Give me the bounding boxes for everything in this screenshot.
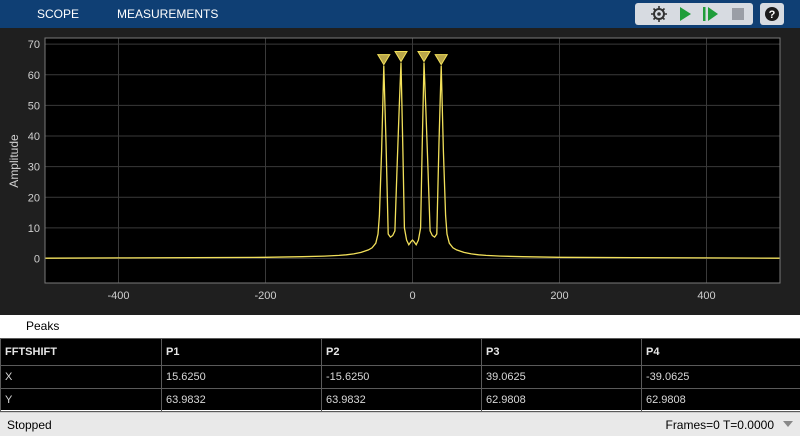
step-forward-icon — [698, 3, 722, 25]
settings-button[interactable] — [647, 3, 671, 25]
table-cell: 39.0625 — [482, 366, 642, 389]
status-text: Stopped — [7, 418, 52, 432]
table-header-row: FFTSHIFT P1 P2 P3 P4 — [1, 339, 800, 366]
run-button[interactable] — [673, 3, 697, 25]
help-button[interactable]: ? — [760, 3, 784, 25]
x-tick-label: -400 — [107, 290, 129, 302]
table-row: X 15.6250 -15.6250 39.0625 -39.0625 — [1, 366, 800, 389]
svg-text:?: ? — [769, 9, 776, 21]
peaks-panel-header: Peaks — [0, 315, 800, 338]
stop-icon — [726, 3, 750, 25]
y-tick-label: 70 — [28, 39, 40, 51]
column-header: FFTSHIFT — [1, 339, 162, 366]
x-tick-label: -200 — [254, 290, 276, 302]
settings-icon — [647, 3, 671, 25]
column-header: P2 — [322, 339, 482, 366]
table-row: Y 63.9832 63.9832 62.9808 62.9808 — [1, 389, 800, 412]
table-cell: 63.9832 — [162, 389, 322, 412]
y-axis-label: Amplitude — [7, 134, 21, 188]
peaks-table: FFTSHIFT P1 P2 P3 P4 X 15.6250 -15.6250 … — [0, 338, 800, 410]
column-header: P1 — [162, 339, 322, 366]
run-icon — [673, 3, 697, 25]
chevron-down-icon[interactable] — [782, 419, 794, 429]
table-cell: Y — [1, 389, 162, 412]
spectrum-plot[interactable]: 0 10 20 30 40 50 60 70 -400 -200 0 200 400 Amplitude — [0, 28, 800, 315]
y-tick-label: 20 — [28, 192, 40, 204]
y-tick-label: 60 — [28, 70, 40, 82]
run-controls — [635, 3, 753, 25]
column-header: P4 — [642, 339, 800, 366]
toolstrip: SCOPE MEASUREMENTS — [0, 0, 800, 28]
table-cell: 62.9808 — [482, 389, 642, 412]
table-cell: 62.9808 — [642, 389, 800, 412]
y-tick-label: 0 — [34, 254, 40, 266]
y-tick-label: 30 — [28, 162, 40, 174]
x-tick-label: 0 — [409, 290, 415, 302]
help-icon: ? — [760, 3, 784, 25]
step-forward-button[interactable] — [698, 3, 722, 25]
table-cell: -39.0625 — [642, 366, 800, 389]
stop-button[interactable] — [726, 3, 750, 25]
tab-scope[interactable]: SCOPE — [37, 0, 79, 28]
table-cell: -15.6250 — [322, 366, 482, 389]
peaks-title: Peaks — [26, 319, 59, 333]
table-cell: 15.6250 — [162, 366, 322, 389]
x-tick-label: 400 — [697, 290, 715, 302]
status-bar: Stopped Frames=0 T=0.0000 — [0, 412, 800, 436]
column-header: P3 — [482, 339, 642, 366]
y-tick-label: 10 — [28, 223, 40, 235]
table-cell: X — [1, 366, 162, 389]
x-tick-label: 200 — [550, 290, 568, 302]
scope-display: 0 10 20 30 40 50 60 70 -400 -200 0 200 400 Amplitude — [0, 28, 800, 315]
frame-counter: Frames=0 T=0.0000 — [665, 418, 774, 432]
table-cell: 63.9832 — [322, 389, 482, 412]
tab-measurements[interactable]: MEASUREMENTS — [117, 0, 218, 28]
y-tick-label: 40 — [28, 131, 40, 143]
y-tick-label: 50 — [28, 100, 40, 112]
